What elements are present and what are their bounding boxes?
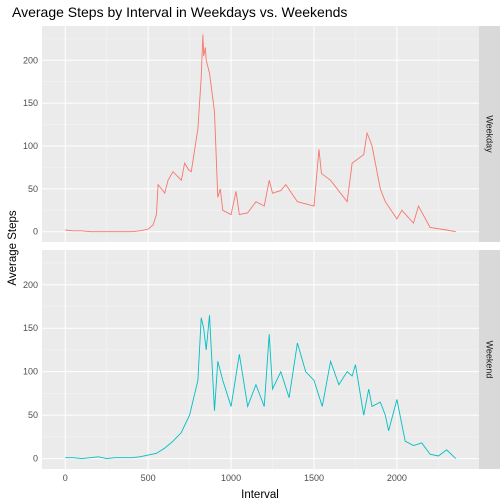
x-tick-labels: 0 500 1000 1500 2000 xyxy=(63,473,407,483)
major-gridlines-weekend xyxy=(42,250,479,469)
y-tick-label: 200 xyxy=(23,280,38,290)
panel-background-weekend xyxy=(42,250,479,469)
y-tick-label: 150 xyxy=(23,98,38,108)
x-tick-label: 2000 xyxy=(387,473,407,483)
facet-label-weekday: Weekday xyxy=(485,115,495,153)
y-tick-label: 0 xyxy=(33,227,38,237)
x-tick-label: 0 xyxy=(63,473,68,483)
y-tick-label: 100 xyxy=(23,141,38,151)
x-tick-label: 1000 xyxy=(221,473,241,483)
weekend-series-line xyxy=(65,315,457,460)
y-tick-label: 200 xyxy=(23,55,38,65)
y-tick-label: 50 xyxy=(28,410,38,420)
y-tick-labels-weekday: 0 50 100 150 200 xyxy=(23,55,38,236)
facet-weekday: 0 50 100 150 200 Weekday xyxy=(23,26,500,242)
x-tick-label: 500 xyxy=(141,473,156,483)
y-tick-labels-weekend: 0 50 100 150 200 xyxy=(23,280,38,464)
panel-background-weekday xyxy=(42,26,479,242)
weekday-series-line xyxy=(65,34,456,233)
y-axis-title: Average Steps xyxy=(7,210,19,285)
facet-strip-weekday xyxy=(479,26,500,242)
facet-label-weekend: Weekend xyxy=(485,341,495,379)
y-tick-label: 50 xyxy=(28,184,38,194)
facet-strip-weekend xyxy=(479,250,500,469)
y-tick-label: 100 xyxy=(23,367,38,377)
x-axis-title: Interval xyxy=(241,489,279,501)
facet-weekend: 0 50 100 150 200 Weekend xyxy=(23,250,500,469)
minor-gridlines-weekday xyxy=(42,26,479,242)
y-tick-label: 150 xyxy=(23,323,38,333)
y-tick-label: 0 xyxy=(33,454,38,464)
minor-gridlines-weekend xyxy=(42,250,479,469)
x-tick-label: 1500 xyxy=(304,473,324,483)
chart-title: Average Steps by Interval in Weekdays vs… xyxy=(12,4,347,20)
